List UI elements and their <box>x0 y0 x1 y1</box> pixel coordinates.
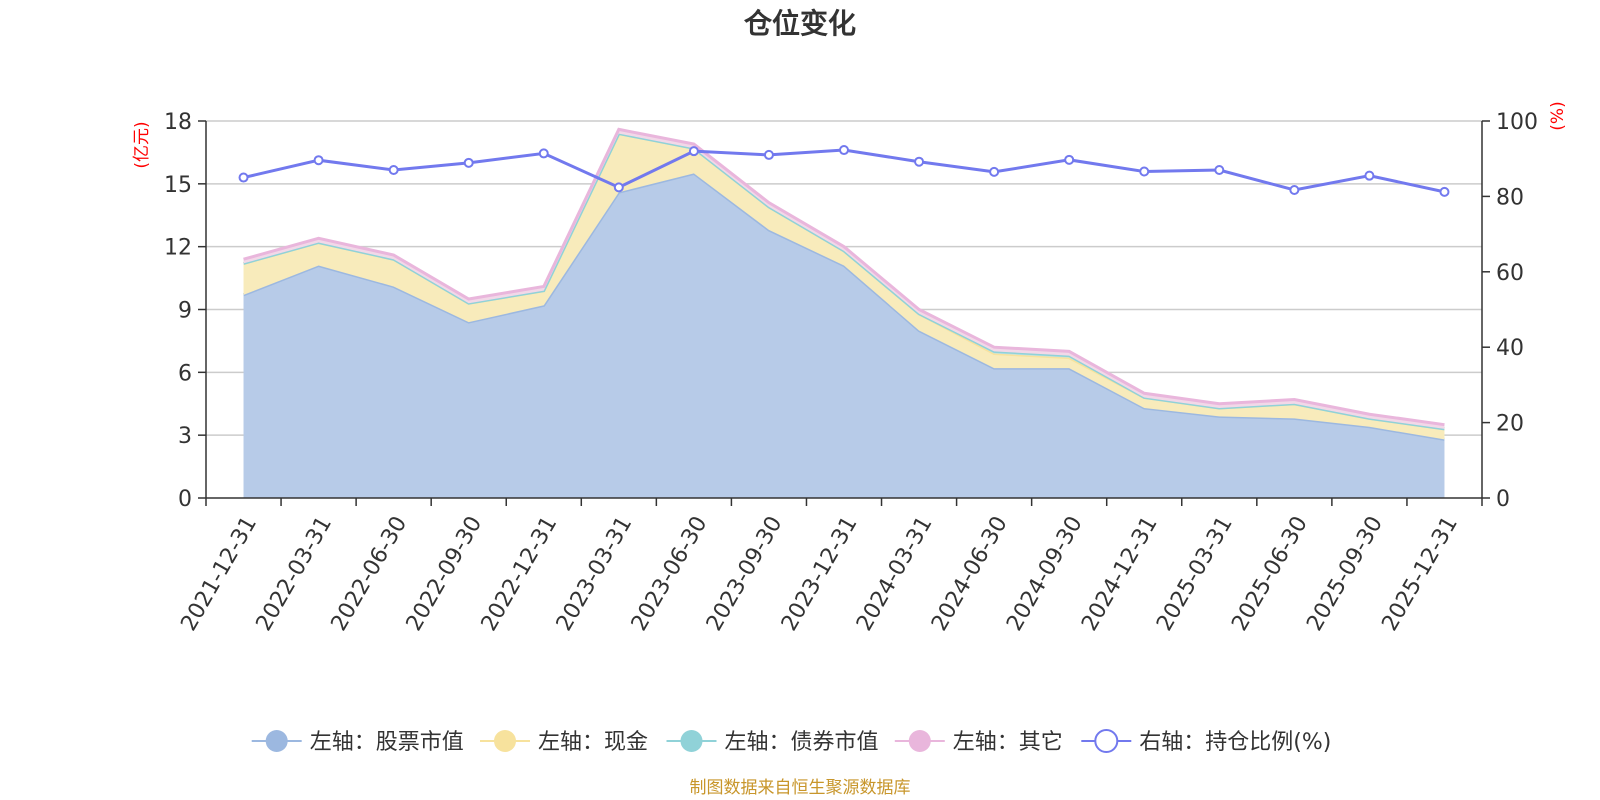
right-tick-label: 20 <box>1496 412 1524 437</box>
ratio-point-2023-03-31 <box>613 182 624 193</box>
right-axis-unit: (%) <box>1548 101 1568 130</box>
ratio-line <box>238 145 1450 197</box>
right-tick-label: 60 <box>1496 261 1524 286</box>
ratio-point-2024-12-31 <box>1139 166 1150 177</box>
ratio-point-2025-03-31 <box>1214 165 1225 176</box>
x-tick-label: 2024-09-30 <box>1002 512 1088 635</box>
ratio-point-2023-09-30 <box>763 149 774 160</box>
legend-item-右轴：持仓比例(%)[interactable]: 右轴：持仓比例(%) <box>1081 729 1331 755</box>
x-tick-label: 2023-03-31 <box>552 512 638 635</box>
x-tick-label: 2022-03-31 <box>252 512 338 635</box>
left-tick-label: 15 <box>164 173 192 198</box>
ratio-point-2024-09-30 <box>1064 154 1075 165</box>
ratio-point-2025-09-30 <box>1364 170 1375 181</box>
x-tick-label: 2024-03-31 <box>852 512 938 635</box>
legend: 左轴：股票市值 左轴：现金 左轴：债券市值 左轴：其它 右轴：持仓比例(%) <box>251 729 1331 755</box>
ratio-point-2025-12-31 <box>1439 186 1450 197</box>
legend-marker <box>908 730 931 752</box>
x-tick-label: 2025-12-31 <box>1377 512 1463 635</box>
right-tick-label: 40 <box>1496 336 1524 361</box>
area-左轴：股票市值 <box>243 173 1445 498</box>
legend-marker <box>494 730 516 752</box>
ratio-point-2024-03-31 <box>914 156 925 167</box>
legend-label: 左轴：股票市值 <box>310 730 464 755</box>
legend-label: 左轴：其它 <box>953 730 1063 755</box>
left-tick-label: 12 <box>164 236 192 261</box>
legend-marker <box>680 730 703 752</box>
legend-marker <box>1094 729 1119 753</box>
legend-item-左轴：股票市值[interactable]: 左轴：股票市值 <box>251 730 464 755</box>
area-edge-左轴：其它 <box>243 127 1445 427</box>
right-tick-label: 0 <box>1496 487 1510 512</box>
right-tick-label: 100 <box>1496 110 1538 135</box>
ratio-polyline <box>243 148 1445 194</box>
legend-marker <box>265 730 288 752</box>
ratio-point-2024-06-30 <box>989 166 1000 177</box>
chart-title: 仓位变化 <box>744 7 856 40</box>
ratio-point-2022-03-31 <box>313 155 324 166</box>
x-tick-label: 2022-12-31 <box>477 512 563 635</box>
left-tick-label: 6 <box>178 361 192 386</box>
stacked-areas <box>242 127 1445 498</box>
x-tick-label: 2025-06-30 <box>1227 512 1313 635</box>
ratio-point-2022-06-30 <box>388 165 399 176</box>
legend-item-左轴：其它[interactable]: 左轴：其它 <box>894 730 1063 755</box>
right-tick-label: 80 <box>1496 185 1524 210</box>
left-tick-label: 3 <box>178 424 192 449</box>
x-tick-label: 2025-03-31 <box>1152 512 1238 635</box>
x-tick-label: 2024-06-30 <box>927 512 1013 635</box>
x-tick-label: 2022-06-30 <box>327 512 413 635</box>
ratio-point-2025-06-30 <box>1289 184 1300 195</box>
legend-item-左轴：债券市值[interactable]: 左轴：债券市值 <box>666 730 879 755</box>
left-tick-label: 0 <box>178 487 192 512</box>
x-tick-label: 2022-09-30 <box>402 512 488 635</box>
left-axis-unit: (亿元) <box>132 121 152 168</box>
legend-label: 左轴：现金 <box>538 730 648 755</box>
x-tick-label: 2023-09-30 <box>702 512 788 635</box>
ratio-point-2022-12-31 <box>538 148 549 159</box>
data-source-note: 制图数据来自恒生聚源数据库 <box>690 778 911 798</box>
x-tick-label: 2021-12-31 <box>176 512 262 635</box>
x-tick-label: 2024-12-31 <box>1077 512 1163 635</box>
x-tick-label: 2023-06-30 <box>627 512 713 635</box>
left-tick-label: 18 <box>164 110 192 135</box>
x-tick-label: 2023-12-31 <box>777 512 863 635</box>
legend-label: 右轴：持仓比例(%) <box>1139 730 1331 755</box>
ratio-point-2023-06-30 <box>688 146 699 157</box>
legend-item-左轴：现金[interactable]: 左轴：现金 <box>480 730 648 755</box>
left-tick-label: 9 <box>178 299 192 324</box>
legend-label: 左轴：债券市值 <box>725 730 879 755</box>
ratio-point-2021-12-31 <box>238 172 249 183</box>
x-tick-label: 2025-09-30 <box>1302 512 1388 635</box>
ratio-point-2023-12-31 <box>839 145 849 156</box>
ratio-point-2022-09-30 <box>463 157 474 168</box>
